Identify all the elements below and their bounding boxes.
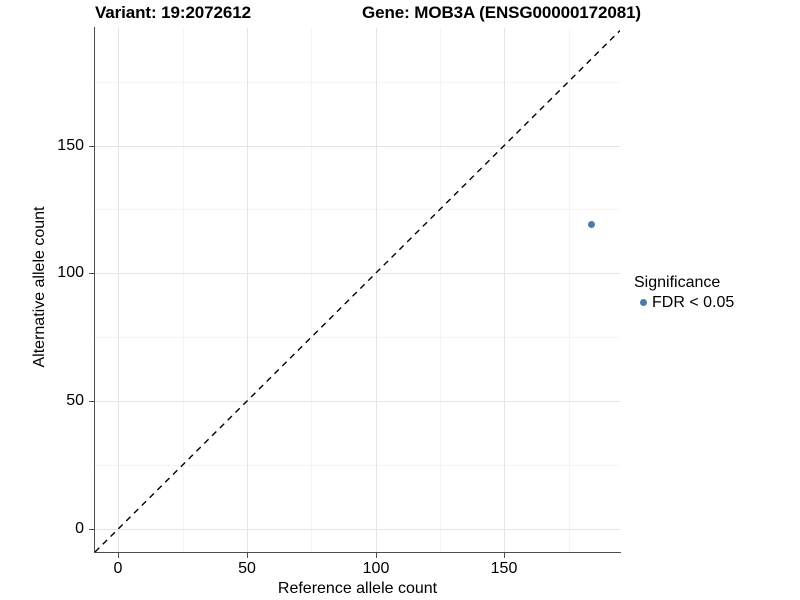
gene-title: Gene: MOB3A (ENSG00000172081) [362, 3, 641, 22]
identity-line-path [95, 30, 620, 552]
y-axis-line [94, 27, 95, 553]
y-tick-label-150: 150 [57, 137, 84, 154]
x-tick-150 [504, 553, 505, 558]
legend-dot [639, 299, 647, 306]
plot-panel [95, 28, 620, 552]
chart-title-row: Variant: 19:2072612 Gene: MOB3A (ENSG000… [0, 2, 800, 26]
gridline-y-125 [95, 209, 620, 210]
x-tick-100 [376, 553, 377, 558]
gridline-x-100 [376, 28, 377, 552]
y-tick-150 [89, 146, 94, 147]
x-tick-label-0: 0 [113, 560, 123, 577]
y-tick-label-0: 0 [75, 520, 84, 537]
x-axis-title: Reference allele count [277, 580, 438, 597]
gridline-y-175 [95, 82, 620, 83]
gridline-x-150 [504, 28, 505, 552]
legend-item-label: FDR < 0.05 [652, 294, 735, 311]
y-tick-0 [89, 529, 94, 530]
legend-marker-circle-icon [634, 294, 652, 312]
gridline-y-100 [95, 273, 620, 274]
gridline-y-75 [95, 337, 620, 338]
x-tick-label-150: 150 [490, 560, 518, 577]
gridline-y-50 [95, 401, 620, 402]
y-tick-100 [89, 273, 94, 274]
gridline-x-0 [118, 28, 119, 552]
y-tick-50 [89, 401, 94, 402]
legend-item[interactable]: FDR < 0.05 [634, 293, 734, 312]
gridline-x-175 [569, 28, 570, 552]
gridline-y-0 [95, 529, 620, 530]
x-tick-label-100: 100 [362, 560, 390, 577]
gridline-x-25 [183, 28, 184, 552]
legend: Significance FDR < 0.05 [634, 273, 734, 312]
identity-reference-line [95, 30, 620, 552]
gridline-x-125 [440, 28, 441, 552]
data-point[interactable] [588, 221, 596, 229]
x-tick-0 [118, 553, 119, 558]
gridline-y-150 [95, 146, 620, 147]
variant-title: Variant: 19:2072612 [95, 3, 251, 22]
x-tick-50 [247, 553, 248, 558]
y-tick-label-100: 100 [57, 264, 84, 281]
x-axis-line [94, 552, 621, 553]
y-axis-title: Alternative allele count [31, 206, 48, 368]
gridline-y-25 [95, 465, 620, 466]
legend-items: FDR < 0.05 [634, 293, 734, 312]
y-tick-label-50: 50 [66, 392, 84, 409]
gridline-x-50 [247, 28, 248, 552]
x-tick-label-50: 50 [238, 560, 256, 577]
legend-title: Significance [634, 274, 721, 291]
gridline-x-75 [311, 28, 312, 552]
